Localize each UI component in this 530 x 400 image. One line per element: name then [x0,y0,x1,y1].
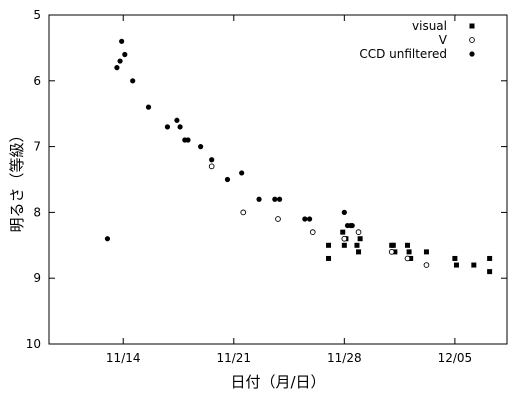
legend-marker-v [469,37,475,43]
data-point-ccd-unfiltered [272,196,278,202]
axis-ticks [49,14,507,345]
x-tick-label: 11/21 [216,351,251,365]
data-point-visual [356,249,362,255]
y-tick-label: 5 [33,8,41,22]
legend-marker-ccd-unfiltered [469,51,475,57]
data-point-ccd-unfiltered [341,209,347,215]
data-point-ccd-unfiltered [276,196,283,202]
data-point-v [240,209,247,216]
series-ccd-unfiltered [104,38,355,242]
legend-label-v: V [439,33,448,47]
data-point-v [404,255,411,262]
data-point-ccd-unfiltered [239,170,245,176]
data-point-visual [326,255,332,261]
legend-marker-visual [469,23,475,29]
data-point-ccd-unfiltered [130,78,136,84]
data-point-v [355,229,362,235]
data-point-ccd-unfiltered [256,196,262,202]
data-point-ccd-unfiltered [145,104,152,110]
series-v [208,163,430,268]
data-point-v [388,249,395,255]
data-point-visual [405,242,411,248]
y-axis-label: 明るさ（等級） [8,127,26,232]
data-point-visual [408,255,414,261]
y-tick-label: 8 [33,205,41,219]
data-point-v [275,216,281,222]
legend-label-visual: visual [412,19,447,33]
x-tick-label: 12/05 [438,351,473,365]
data-point-visual [357,236,363,242]
data-point-ccd-unfiltered [114,65,120,71]
data-point-ccd-unfiltered [119,38,125,44]
data-point-visual [406,249,412,255]
y-tick-label: 10 [26,337,41,351]
x-axis-label: 日付（月/日） [230,373,325,391]
data-point-visual [390,242,396,248]
data-point-ccd-unfiltered [349,222,355,229]
y-tick-label: 9 [33,271,41,285]
data-point-visual [340,229,346,235]
data-point-ccd-unfiltered [198,144,204,150]
data-point-v [341,235,348,242]
data-point-visual [423,249,429,255]
data-point-ccd-unfiltered [224,176,231,183]
legend-label-ccd-unfiltered: CCD unfiltered [359,47,447,61]
data-point-ccd-unfiltered [302,216,308,222]
data-points [104,38,493,275]
y-tick-label: 7 [33,140,41,154]
data-point-visual [452,255,458,261]
series-visual [326,229,493,275]
data-point-visual [453,262,459,268]
data-point-ccd-unfiltered [209,157,215,163]
data-point-ccd-unfiltered [104,236,111,242]
data-point-visual [487,269,493,275]
data-point-ccd-unfiltered [177,124,183,130]
data-point-v [423,262,430,268]
data-point-visual [354,242,360,248]
axis-tick-labels: 11/14 11/21 11/28 12/05 5 6 7 8 9 10 [26,8,472,365]
data-point-visual [341,242,347,248]
data-point-visual [326,242,332,248]
data-point-visual [392,249,398,255]
data-point-ccd-unfiltered [122,51,128,58]
data-point-v [208,163,215,170]
x-tick-label: 11/14 [106,351,141,365]
data-point-ccd-unfiltered [164,124,171,130]
data-point-ccd-unfiltered [174,117,180,123]
data-point-v [309,229,316,235]
data-point-visual [471,262,477,268]
y-tick-label: 6 [33,74,41,88]
plot-frame [48,14,508,345]
data-point-visual [487,255,493,261]
data-point-ccd-unfiltered [185,137,191,143]
x-tick-label: 11/28 [327,351,362,365]
data-point-ccd-unfiltered [306,216,313,222]
data-point-ccd-unfiltered [117,58,123,64]
